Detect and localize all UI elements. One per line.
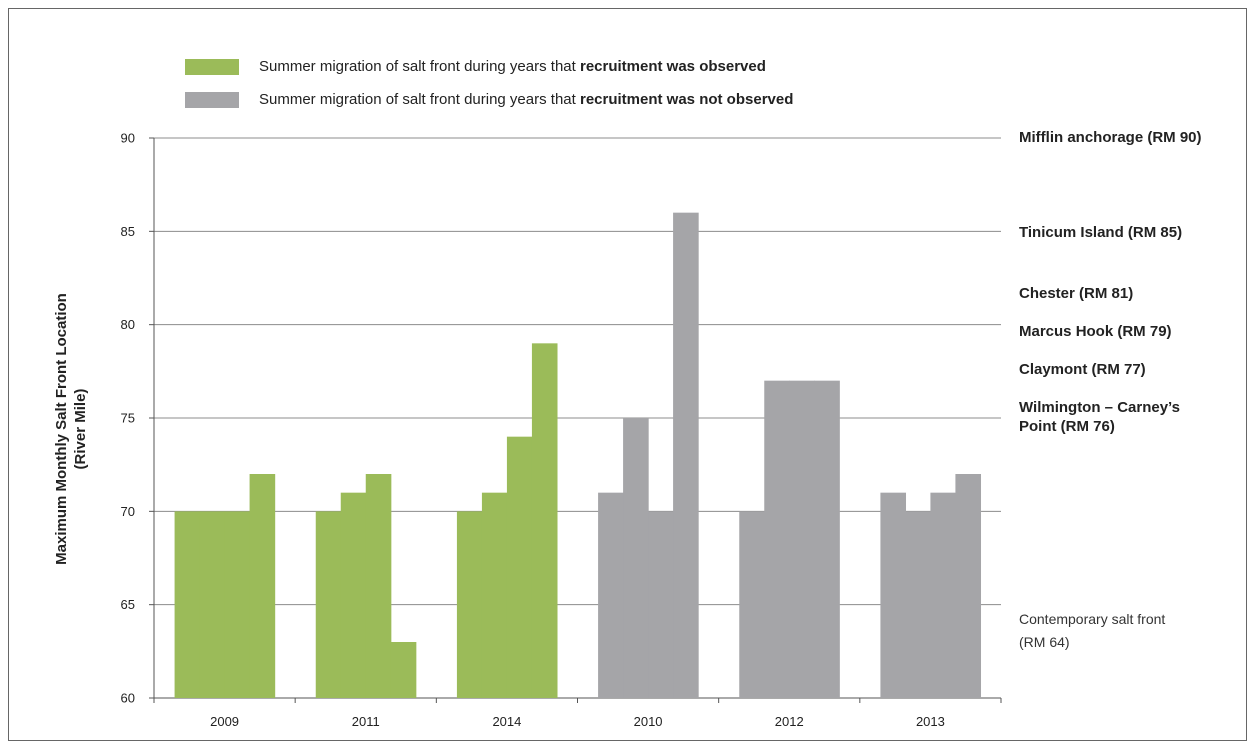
y-tick-label-85: 85 [121,224,135,239]
reference-label-rm-81: Chester (RM 81) [1019,284,1133,303]
reference-label-line: Claymont (RM 77) [1019,361,1146,378]
legend-text-observed-bold: recruitment was observed [579,58,766,75]
x-tick-label-2009: 2009 [210,714,239,729]
bar-2014-month-4 [531,343,558,698]
x-tick-label-2012: 2012 [775,714,804,729]
bar-2014-month-3 [506,436,533,698]
x-tick-label-2011: 2011 [352,714,380,729]
bar-2010-month-2 [623,418,649,698]
bar-2013-month-4 [955,474,982,698]
bar-2011-month-4 [390,642,417,698]
bar-2013-month-3 [930,492,957,698]
reference-label-rm-76: Wilmington – Carney’s Point (RM 76) [1019,398,1180,436]
bar-2013-month-1 [880,492,907,698]
y-tick-label-70: 70 [121,504,135,519]
legend-text-observed: Summer migration of salt front during ye… [259,58,580,75]
bar-2013-month-2 [905,511,932,698]
bar-chart: 60 65 70 75 80 85 90 2009 2011 2014 2010 2012 2013 [121,131,1002,729]
legend-swatch-observed [185,58,239,75]
bar-2014-month-2 [481,492,508,698]
chart-frame: Summer migration of salt front during ye… [8,8,1247,741]
x-tick-label-2010: 2010 [634,714,663,729]
reference-label-line: Tinicum Island (RM 85) [1019,224,1183,241]
reference-label-rm-64: Contemporary salt front (RM 64) [1019,610,1165,652]
y-tick-label-65: 65 [121,597,135,612]
bar-2009-month-2 [199,511,226,698]
y-tick-label-60: 60 [121,691,135,706]
bar-2012-month-2 [764,380,790,698]
legend-item-not-observed: Summer migration of salt front during ye… [185,91,793,108]
bar-2012-month-3 [789,380,815,698]
bar-2011-month-2 [340,492,367,698]
reference-label-rm-77: Claymont (RM 77) [1019,360,1146,379]
reference-label-line: Marcus Hook (RM 79) [1019,323,1172,340]
y-tick-label-90: 90 [121,131,135,146]
reference-label-line: Wilmington – Carney’s [1019,399,1181,416]
bar-2012-month-1 [739,511,765,698]
bar-2010-month-1 [598,492,624,698]
reference-label-line: Point (RM 76) [1019,418,1115,435]
reference-label-rm-79: Marcus Hook (RM 79) [1019,322,1172,341]
legend-item-observed: Summer migration of salt front during ye… [185,58,766,75]
reference-label-line: (RM 64) [1019,634,1070,650]
legend-text-not-observed: Summer migration of salt front during ye… [259,91,580,108]
legend-text-not-observed-bold: recruitment was not observed [579,91,794,108]
x-tick-label-2014: 2014 [492,714,521,729]
y-tick-label-75: 75 [121,411,135,426]
bar-2010-month-4 [673,212,699,698]
x-tick-label-2013: 2013 [916,714,945,729]
reference-label-rm-85: Tinicum Island (RM 85) [1019,223,1182,242]
bar-2009-month-4 [249,474,276,698]
legend-swatch-not-observed [185,91,239,108]
bar-2011-month-1 [315,511,342,698]
bar-2012-month-4 [814,380,840,698]
reference-label-line: Mifflin anchorage (RM 90) [1019,129,1202,146]
reference-label-rm-90: Mifflin anchorage (RM 90) [1019,128,1202,147]
bar-2014-month-1 [456,511,483,698]
bar-2011-month-3 [365,474,392,698]
reference-label-line: Chester (RM 81) [1019,285,1134,302]
bar-2009-month-1 [174,511,201,698]
bar-2010-month-3 [648,511,674,698]
y-tick-label-80: 80 [121,317,135,332]
bar-2009-month-3 [224,511,251,698]
reference-label-line: Contemporary salt front [1019,611,1166,627]
